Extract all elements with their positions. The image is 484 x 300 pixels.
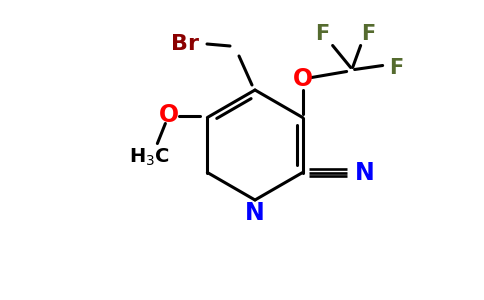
Text: N: N	[355, 160, 375, 184]
Text: Br: Br	[171, 34, 199, 54]
Text: F: F	[390, 58, 404, 77]
Text: F: F	[316, 23, 330, 44]
Text: O: O	[159, 103, 180, 127]
Text: H$_3$C: H$_3$C	[129, 147, 170, 168]
Text: O: O	[292, 68, 313, 92]
Text: N: N	[245, 201, 265, 225]
Text: F: F	[362, 23, 376, 44]
